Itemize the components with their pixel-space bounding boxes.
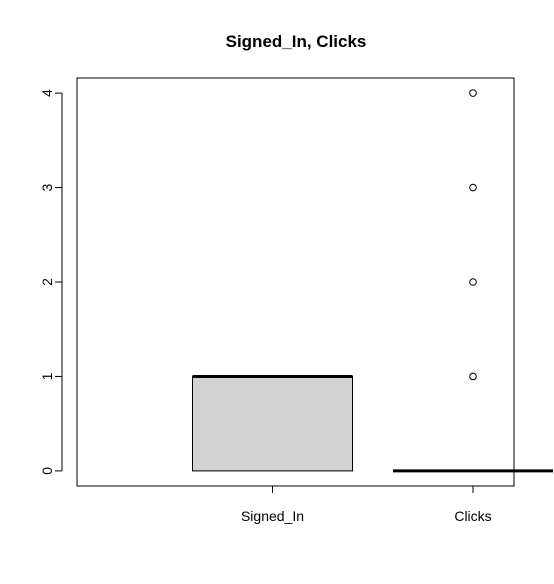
outlier-point bbox=[469, 278, 477, 286]
y-tick-label: 4 bbox=[39, 89, 55, 97]
outlier-point bbox=[469, 372, 477, 381]
outlier-point bbox=[469, 183, 477, 192]
chart-title: Signed_In, Clicks bbox=[226, 32, 367, 51]
x-tick-label: Clicks bbox=[454, 508, 491, 524]
y-tick-label: 0 bbox=[39, 467, 55, 475]
box-signed-in bbox=[192, 375, 353, 472]
plot-marks: 0 1 2 3 4 Signed_In Clicks bbox=[39, 77, 553, 524]
outlier-point bbox=[469, 89, 477, 97]
y-tick-label: 3 bbox=[39, 183, 55, 191]
y-tick-label: 2 bbox=[39, 278, 55, 286]
y-tick-label: 1 bbox=[39, 372, 55, 380]
x-tick-label: Signed_In bbox=[241, 508, 304, 524]
